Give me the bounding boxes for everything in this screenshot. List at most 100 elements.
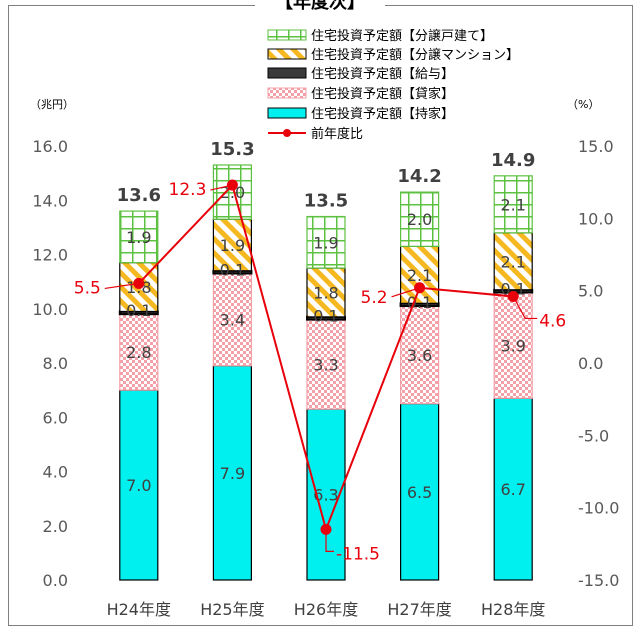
data-label-kashiya: 3.4 (220, 311, 245, 330)
data-label-kashiya: 2.8 (126, 343, 151, 362)
data-label-kashiya: 3.9 (500, 336, 525, 355)
data-label-kodate: 2.1 (500, 195, 525, 214)
legend-item-kyuyo: 住宅投資予定額【給与】 (267, 66, 454, 82)
left-axis-tick: 6.0 (43, 408, 68, 427)
left-axis-unit: （兆円） (30, 98, 74, 111)
right-axis-tick: 15.0 (578, 137, 614, 156)
left-axis-tick: 16.0 (32, 137, 68, 156)
legend-label-kyuyo: 住宅投資予定額【給与】 (311, 66, 454, 82)
left-axis-tick: 12.0 (32, 246, 68, 265)
legend-swatch-kashiya (267, 87, 307, 99)
data-label-kashiya: 3.3 (313, 355, 338, 374)
x-axis-tick: H26年度 (294, 600, 358, 619)
yoy-data-label: 5.2 (361, 288, 388, 308)
total-label: 14.9 (491, 150, 535, 171)
bar-mochiie (212, 365, 252, 581)
legend-label-yoy: 前年度比 (311, 126, 363, 142)
data-label-mochiie: 6.3 (313, 486, 338, 505)
bar-kodate (119, 210, 159, 264)
bar-mansion (493, 232, 533, 291)
data-label-mansion: 1.8 (313, 283, 338, 302)
x-axis-tick: H28年度 (481, 600, 545, 619)
bar-kashiya (306, 319, 346, 410)
bar-kodate (493, 175, 533, 234)
total-label: 13.5 (304, 191, 348, 212)
title-background (255, 0, 385, 16)
bar-mochiie (493, 397, 533, 581)
right-axis-tick: 5.0 (578, 282, 603, 301)
data-label-kodate: 1.9 (126, 228, 151, 247)
data-label-kodate: 2.0 (407, 210, 432, 229)
data-label-mochiie: 7.9 (220, 464, 245, 483)
legend-label-kashiya: 住宅投資予定額【貸家】 (311, 86, 454, 102)
bar-mansion (306, 267, 346, 318)
legend-swatch-mochiie (267, 107, 307, 119)
yoy-data-label: 4.6 (539, 311, 566, 331)
total-label: 14.2 (397, 166, 441, 187)
x-axis-tick: H24年度 (107, 600, 171, 619)
legend-item-kashiya: 住宅投資予定額【貸家】 (267, 86, 454, 102)
yoy-leader-line (104, 282, 139, 290)
yoy-leader-line (210, 184, 233, 191)
left-axis-tick: 2.0 (43, 517, 68, 536)
legend-label-mochiie: 住宅投資予定額【持家】 (311, 106, 454, 122)
data-label-kyuyo: 0.1 (126, 301, 151, 320)
yoy-data-label: 5.5 (74, 278, 101, 298)
yoy-data-label: 12.3 (169, 180, 207, 200)
legend: 住宅投資予定額【分譲戸建て】 住宅投資予定額【分譲マンション】 住宅投資予定額【… (267, 28, 519, 142)
right-axis-tick: -10.0 (578, 499, 619, 518)
legend-swatch-mansion (267, 48, 307, 60)
total-label: 15.3 (210, 139, 254, 160)
yoy-leader-line (391, 287, 420, 298)
data-label-mansion: 2.1 (407, 266, 432, 285)
data-label-kodate: 2.0 (220, 183, 245, 202)
bar-kashiya (212, 272, 252, 367)
legend-swatch-kyuyo (267, 67, 307, 79)
legend-label-kodate: 住宅投資予定額【分譲戸建て】 (311, 28, 493, 44)
data-label-kodate: 1.9 (313, 233, 338, 252)
right-axis-unit: （%） (567, 98, 599, 111)
data-label-mochiie: 6.5 (407, 483, 432, 502)
bar-kashiya (400, 305, 440, 405)
data-label-kyuyo: 0.1 (407, 293, 432, 312)
legend-swatch-kodate (267, 29, 307, 41)
legend-item-yoy: 前年度比 (268, 126, 363, 142)
left-axis-tick: 8.0 (43, 354, 68, 373)
right-axis-tick: 10.0 (578, 209, 614, 228)
bar-mansion (400, 245, 440, 304)
data-label-mochiie: 7.0 (126, 476, 151, 495)
legend-label-mansion: 住宅投資予定額【分譲マンション】 (311, 47, 519, 63)
data-label-mansion: 2.1 (500, 252, 525, 271)
bar-kodate (212, 164, 252, 220)
bar-mochiie (119, 389, 159, 581)
bar-kodate (306, 215, 346, 269)
left-axis-tick: 0.0 (43, 571, 68, 590)
yoy-data-label: -11.5 (336, 544, 380, 564)
total-label: 13.6 (117, 185, 161, 206)
left-axis-tick: 10.0 (32, 300, 68, 319)
legend-item-mochiie: 住宅投資予定額【持家】 (267, 106, 454, 122)
legend-item-mansion: 住宅投資予定額【分譲マンション】 (267, 47, 519, 63)
right-axis-tick: -15.0 (578, 571, 619, 590)
data-label-mansion: 1.9 (220, 236, 245, 255)
left-axis-tick: 4.0 (43, 463, 68, 482)
data-label-mochiie: 6.7 (500, 480, 525, 499)
data-label-kyuyo: 0.1 (313, 307, 338, 326)
plot-area: 0.0 2.0 4.0 6.0 8.0 10.0 12.0 14.0 16.0 -15.0 -10.… (32, 137, 619, 619)
left-axis-tick: 14.0 (32, 191, 68, 210)
right-axis-tick: 0.0 (578, 354, 603, 373)
bar-mochiie (400, 403, 440, 581)
legend-item-kodate: 住宅投資予定額【分譲戸建て】 (267, 28, 493, 44)
data-label-kyuyo: 0.1 (500, 279, 525, 298)
data-label-kashiya: 3.6 (407, 346, 432, 365)
yoy-leader-line (325, 529, 334, 552)
right-axis-tick: -5.0 (578, 426, 609, 445)
yoy-leader-line (512, 296, 538, 320)
bar-kashiya (119, 313, 159, 391)
data-label-kyuyo: 0.1 (220, 260, 245, 279)
x-axis-tick: H25年度 (200, 600, 264, 619)
bar-kodate (400, 191, 440, 247)
x-axis-tick: H27年度 (387, 600, 451, 619)
legend-marker-yoy (283, 129, 291, 137)
